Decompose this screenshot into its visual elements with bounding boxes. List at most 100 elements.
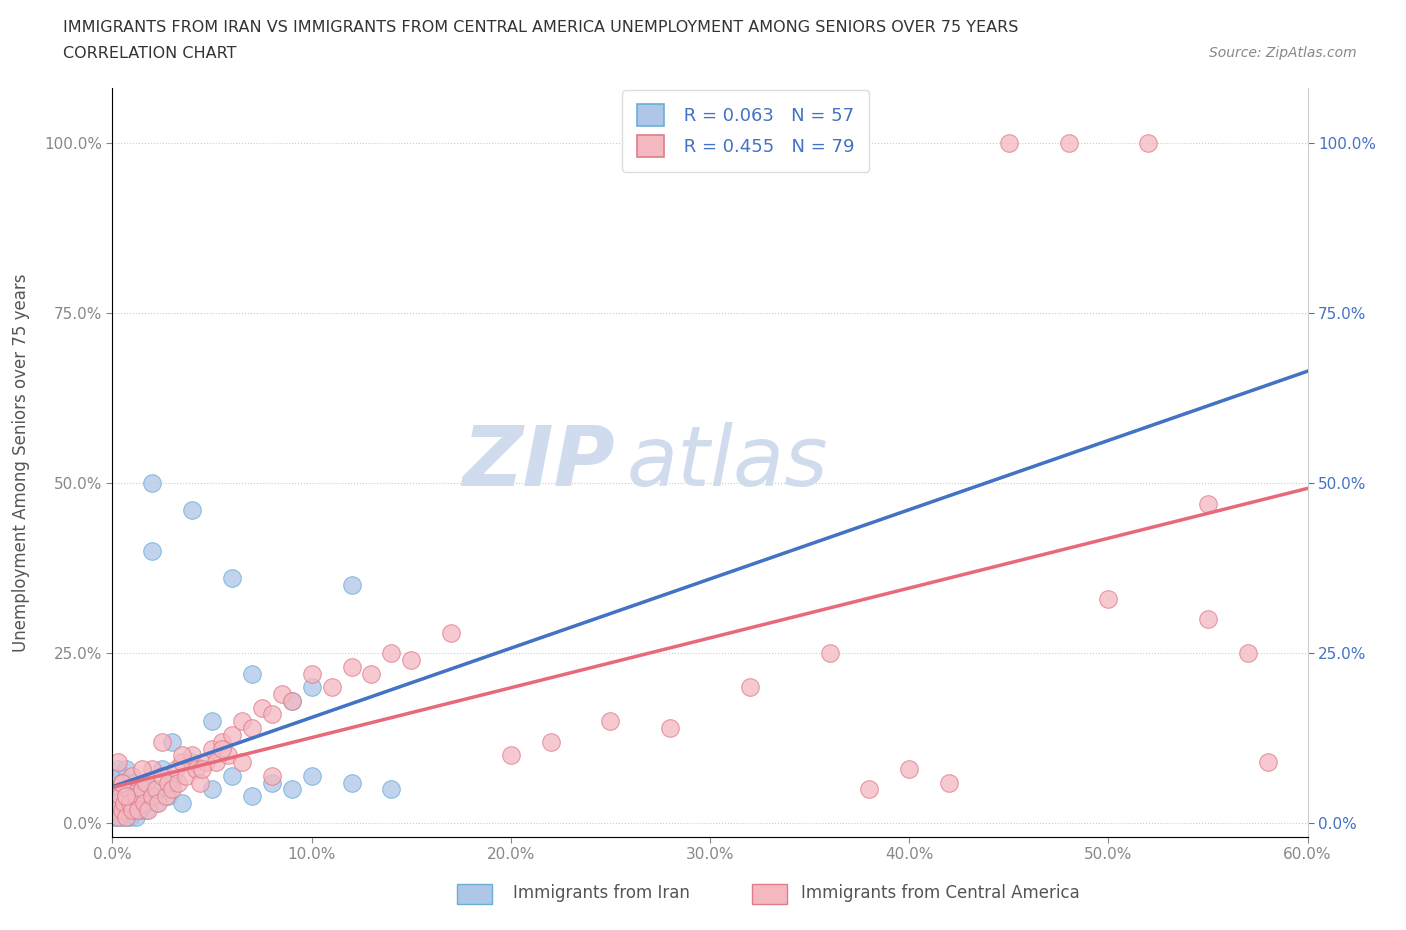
- Point: [270, 686, 292, 701]
- Point: [114, 795, 135, 810]
- Point: [125, 809, 148, 824]
- Point: [172, 755, 194, 770]
- Point: [205, 755, 228, 770]
- Text: CORRELATION CHART: CORRELATION CHART: [63, 46, 236, 61]
- Point: [1137, 136, 1160, 151]
- Point: [818, 645, 841, 660]
- Point: [858, 782, 880, 797]
- Point: [165, 762, 187, 777]
- Legend:  R = 0.063   N = 57,  R = 0.455   N = 79: R = 0.063 N = 57, R = 0.455 N = 79: [623, 90, 869, 172]
- Point: [440, 625, 463, 640]
- Point: [115, 789, 138, 804]
- Point: [125, 782, 148, 797]
- Point: [360, 666, 382, 681]
- Point: [150, 762, 173, 777]
- Point: [301, 680, 323, 695]
- Point: [260, 775, 283, 790]
- Point: [110, 803, 132, 817]
- Point: [231, 755, 253, 770]
- Point: [105, 803, 128, 817]
- Point: [157, 775, 180, 790]
- Point: [141, 789, 163, 804]
- Point: [145, 782, 167, 797]
- Point: [131, 782, 153, 797]
- Point: [150, 768, 173, 783]
- Point: [240, 721, 263, 736]
- Point: [1237, 645, 1260, 660]
- Point: [211, 735, 233, 750]
- Point: [181, 748, 204, 763]
- Point: [115, 809, 138, 824]
- Point: [231, 714, 253, 729]
- Point: [110, 789, 132, 804]
- Point: [281, 782, 304, 797]
- Point: [201, 741, 224, 756]
- Point: [240, 789, 263, 804]
- Point: [380, 645, 402, 660]
- Point: [138, 803, 160, 817]
- Point: [738, 680, 761, 695]
- Point: [120, 809, 142, 824]
- Point: [211, 741, 233, 756]
- Point: [340, 659, 363, 674]
- Point: [1197, 612, 1219, 627]
- Point: [499, 748, 522, 763]
- Point: [125, 789, 148, 804]
- Point: [181, 755, 204, 770]
- Point: [938, 775, 960, 790]
- Point: [120, 795, 142, 810]
- Point: [145, 795, 167, 810]
- Text: Immigrants from Central America: Immigrants from Central America: [801, 884, 1080, 902]
- Point: [121, 775, 143, 790]
- Point: [111, 775, 134, 790]
- Point: [162, 735, 183, 750]
- Point: [281, 694, 304, 709]
- Point: [172, 748, 194, 763]
- Point: [217, 748, 239, 763]
- Point: [105, 782, 128, 797]
- Text: Source: ZipAtlas.com: Source: ZipAtlas.com: [1209, 46, 1357, 60]
- Point: [114, 782, 135, 797]
- Point: [124, 795, 146, 810]
- Point: [188, 775, 211, 790]
- Point: [174, 768, 197, 783]
- Point: [1057, 136, 1080, 151]
- Point: [141, 762, 163, 777]
- Point: [117, 782, 139, 797]
- Point: [107, 809, 129, 824]
- Point: [127, 795, 149, 810]
- Point: [260, 707, 283, 722]
- Point: [186, 762, 208, 777]
- Point: [134, 795, 156, 810]
- Point: [141, 544, 163, 559]
- Point: [659, 721, 682, 736]
- Point: [105, 795, 128, 810]
- Point: [107, 795, 129, 810]
- Point: [301, 666, 323, 681]
- Point: [117, 803, 139, 817]
- Point: [1197, 496, 1219, 511]
- Point: [150, 735, 173, 750]
- Point: [121, 803, 143, 817]
- Point: [281, 694, 304, 709]
- Point: [250, 700, 273, 715]
- Text: IMMIGRANTS FROM IRAN VS IMMIGRANTS FROM CENTRAL AMERICA UNEMPLOYMENT AMONG SENIO: IMMIGRANTS FROM IRAN VS IMMIGRANTS FROM …: [63, 20, 1018, 35]
- Point: [201, 782, 224, 797]
- Point: [540, 735, 562, 750]
- Point: [240, 666, 263, 681]
- Point: [155, 789, 177, 804]
- Point: [120, 789, 142, 804]
- Point: [998, 136, 1021, 151]
- Point: [221, 571, 243, 586]
- Point: [103, 803, 125, 817]
- Point: [127, 803, 149, 817]
- Point: [221, 727, 243, 742]
- Point: [167, 775, 190, 790]
- Y-axis label: Unemployment Among Seniors over 75 years: Unemployment Among Seniors over 75 years: [13, 273, 30, 652]
- Point: [380, 782, 402, 797]
- Point: [260, 768, 283, 783]
- Point: [111, 775, 134, 790]
- Point: [191, 762, 214, 777]
- Text: Immigrants from Iran: Immigrants from Iran: [513, 884, 690, 902]
- Point: [162, 782, 183, 797]
